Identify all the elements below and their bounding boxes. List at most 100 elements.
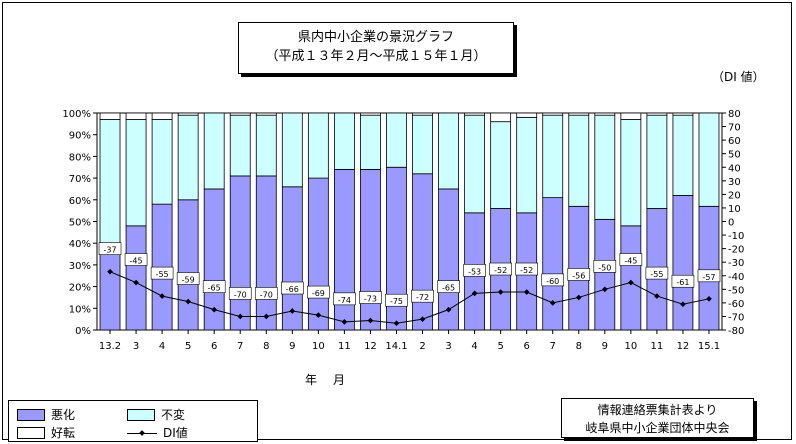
- di-label-box: [281, 281, 304, 295]
- y-left-tick-label: 70%: [69, 174, 91, 185]
- di-line: [109, 271, 710, 324]
- di-label-box: [307, 285, 330, 299]
- y-right-tick-label: 30: [728, 177, 741, 188]
- bar-worse: [698, 205, 720, 331]
- legend-swatch-worse: [17, 408, 45, 421]
- x-tick-label: 3: [445, 341, 451, 352]
- di-label-box: [98, 242, 122, 255]
- bar-better: [594, 112, 616, 116]
- di-data-label: -53: [468, 267, 481, 276]
- di-point: [237, 313, 244, 320]
- y-right-tick-label: 0: [728, 218, 734, 229]
- x-tick-label: 12: [364, 341, 377, 352]
- bar-better: [360, 112, 381, 116]
- y-right-tick-label: -30: [728, 258, 744, 269]
- bar-same: [646, 114, 668, 209]
- di-data-label: -65: [442, 284, 455, 293]
- x-tick-label: 4: [471, 341, 477, 352]
- chart-title: 県内中小企業の景況グラフ: [297, 30, 454, 45]
- y-left-tick-label: 90%: [69, 131, 91, 142]
- di-point: [159, 293, 165, 299]
- legend-line-di: [127, 428, 157, 438]
- bar-same: [464, 114, 486, 214]
- di-label-box: [541, 273, 565, 287]
- y-left-tick-label: 0%: [75, 326, 91, 337]
- bar-worse: [360, 169, 381, 331]
- di-point: [523, 289, 530, 295]
- y-right-tick-label: 70: [728, 123, 741, 134]
- di-label-box: [697, 269, 721, 283]
- bar-same: [255, 114, 277, 177]
- di-point: [367, 317, 374, 324]
- bar-better: [412, 112, 433, 116]
- x-tick-label: 6: [524, 341, 530, 352]
- di-point: [549, 300, 556, 306]
- y-right-tick-label: -40: [728, 272, 744, 283]
- y-right-tick-label: -80: [728, 326, 744, 337]
- di-label-box: [671, 274, 695, 288]
- x-tick-label: 2: [419, 341, 425, 352]
- bar-better: [464, 112, 486, 116]
- di-point: [185, 298, 191, 305]
- legend-swatch-same: [127, 408, 155, 421]
- x-tick-label: 9: [289, 341, 295, 352]
- di-point: [289, 308, 296, 314]
- plot-area: [96, 112, 723, 331]
- bar-worse: [333, 169, 355, 331]
- di-point: [497, 289, 504, 295]
- x-tick-label: 15.1: [698, 341, 720, 352]
- y-right-tick-label: -70: [728, 312, 744, 323]
- legend-item-worse: 悪化: [17, 406, 75, 423]
- bar-better: [151, 112, 173, 120]
- x-tick-label: 11: [651, 341, 664, 352]
- di-point: [107, 268, 113, 275]
- bar-worse: [620, 225, 642, 331]
- legend-label-di: DI値: [163, 426, 188, 440]
- di-data-label: -59: [182, 276, 195, 285]
- bar-same: [542, 114, 564, 199]
- y-right-tick-label: -20: [728, 245, 744, 256]
- x-tick-label: 11: [338, 341, 351, 352]
- source-line-2: 岐阜県中小企業団体中央会: [585, 421, 730, 435]
- di-data-label: -69: [312, 289, 325, 298]
- di-label-box: [411, 289, 434, 303]
- di-label-box: [515, 262, 538, 276]
- di-data-label: -65: [208, 284, 221, 293]
- di-point: [628, 279, 634, 286]
- bar-better: [568, 112, 590, 116]
- x-tick-label: 8: [576, 341, 582, 352]
- x-tick-label: 4: [159, 341, 165, 352]
- x-tick-label: 3: [133, 341, 139, 352]
- di-label-box: [489, 262, 512, 276]
- di-data-label: -70: [260, 290, 273, 299]
- y-left-tick-label: 10%: [69, 304, 91, 315]
- bar-same: [177, 114, 199, 201]
- x-tick-label: 12: [677, 341, 690, 352]
- di-data-label: -56: [572, 271, 585, 280]
- bar-better: [542, 112, 564, 116]
- bar-better: [672, 112, 694, 116]
- di-data-label: -75: [390, 297, 403, 306]
- di-data-label: -66: [286, 285, 299, 294]
- bar-better: [177, 112, 199, 116]
- di-label-box: [254, 287, 278, 300]
- bar-better: [646, 112, 668, 116]
- y-right-tick-label: 20: [728, 190, 741, 201]
- bar-same: [333, 112, 355, 170]
- y-left-tick-label: 20%: [69, 283, 91, 294]
- di-label-box: [593, 260, 617, 273]
- di-label-box: [228, 287, 252, 300]
- bar-worse: [672, 195, 694, 331]
- bar-worse: [594, 218, 616, 331]
- bar-worse: [125, 225, 147, 331]
- y-left-tick-label: 40%: [69, 239, 91, 250]
- di-data-label: -73: [364, 295, 377, 304]
- bar-same: [490, 121, 512, 209]
- di-label-box: [437, 280, 460, 293]
- di-data-label: -52: [520, 266, 533, 275]
- y-right-tick-label: 50: [728, 150, 741, 161]
- di-label-box: [463, 264, 486, 277]
- di-point: [263, 313, 270, 320]
- bar-same: [229, 114, 251, 177]
- di-data-label: -74: [338, 296, 351, 305]
